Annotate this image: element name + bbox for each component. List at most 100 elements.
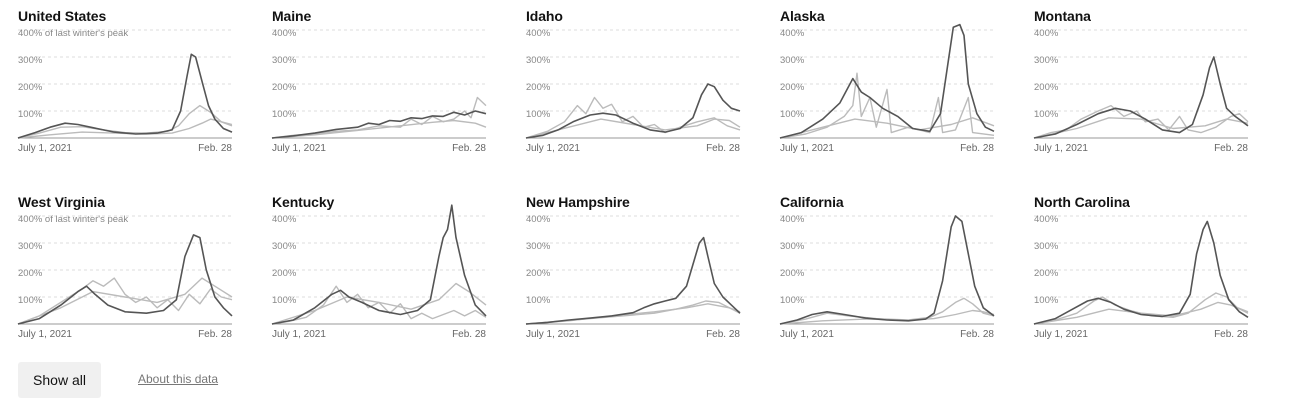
y-tick-label: 200%: [272, 82, 297, 93]
x-end-label: Feb. 28: [706, 329, 740, 340]
x-end-label: Feb. 28: [1214, 143, 1248, 154]
chart-title: New Hampshire: [526, 194, 630, 210]
chart-title: North Carolina: [1034, 194, 1130, 210]
x-start-label: July 1, 2021: [780, 329, 834, 340]
chart-title: Kentucky: [272, 194, 335, 210]
state-chart: Alaska 400% 300% 200% 100% July 1, 2021 Feb. 2…: [779, 8, 995, 158]
y-tick-label: 400%: [1034, 28, 1059, 39]
y-tick-label: 200%: [272, 268, 297, 279]
x-start-label: July 1, 2021: [18, 329, 72, 340]
y-tick-label: 400%: [526, 28, 551, 39]
series-line-secondary: [271, 285, 487, 325]
y-tick-label: 200%: [780, 82, 805, 93]
y-tick-label: 200%: [526, 82, 551, 93]
y-tick-label: 400%: [780, 214, 805, 225]
y-tick-label: 300%: [18, 241, 43, 252]
series-line-secondary: [1033, 301, 1249, 325]
state-chart: Kentucky 400% 300% 200% 100% July 1, 2021 Feb.…: [271, 194, 487, 344]
series-line-primary: [779, 23, 995, 139]
line-chart: 400% 300% 200% 100% July 1, 2021 Feb. 28: [271, 28, 487, 154]
y-tick-label: 200%: [18, 82, 43, 93]
y-tick-label: 100%: [18, 109, 43, 120]
x-end-label: Feb. 28: [960, 329, 994, 340]
y-tick-label: 400%: [1034, 214, 1059, 225]
series-line-secondary: [17, 118, 233, 139]
series-line-secondary: [1033, 104, 1249, 139]
chart-title: Idaho: [526, 8, 563, 24]
y-tick-label: 100%: [780, 295, 805, 306]
state-chart: West Virginia 400% of last winter's peak 3…: [17, 194, 233, 344]
series-line-secondary: [779, 309, 995, 325]
line-chart: 400% 300% 200% 100% July 1, 2021 Feb. 28: [1033, 214, 1249, 340]
y-tick-label: 100%: [1034, 295, 1059, 306]
y-tick-label: 300%: [272, 55, 297, 66]
line-chart: 400% 300% 200% 100% July 1, 2021 Feb. 28: [271, 204, 487, 340]
y-tick-label: 100%: [18, 295, 43, 306]
x-end-label: Feb. 28: [1214, 329, 1248, 340]
series-line-secondary: [1033, 117, 1249, 139]
show-all-button[interactable]: Show all: [18, 362, 101, 398]
state-chart: Montana 400% 300% 200% 100% July 1, 2021 Feb. …: [1033, 8, 1249, 158]
y-tick-label: 100%: [526, 295, 551, 306]
series-line-secondary: [525, 118, 741, 139]
series-line-primary: [271, 110, 487, 139]
chart-title: California: [780, 194, 844, 210]
series-line-primary: [525, 236, 741, 325]
state-chart: California 400% 300% 200% 100% July 1, 2021 Fe…: [779, 194, 995, 344]
y-tick-label: 400% of last winter's peak: [18, 214, 128, 225]
x-end-label: Feb. 28: [706, 143, 740, 154]
series-line-secondary: [17, 104, 233, 139]
series-line-secondary: [17, 277, 233, 325]
about-this-data-link[interactable]: About this data: [138, 372, 219, 386]
series-line-primary: [1033, 56, 1249, 139]
chart-title: Maine: [272, 8, 312, 24]
state-chart: Idaho 400% 300% 200% 100% July 1, 2021 Feb. 28: [525, 8, 741, 158]
x-start-label: July 1, 2021: [780, 143, 834, 154]
y-tick-label: 100%: [1034, 109, 1059, 120]
state-chart: Maine 400% 300% 200% 100% July 1, 2021 Feb. 28: [271, 8, 487, 158]
x-end-label: Feb. 28: [452, 329, 486, 340]
series-line-secondary: [779, 72, 995, 139]
y-tick-label: 100%: [272, 295, 297, 306]
state-chart: United States 400% of last winter's peak 3…: [17, 8, 233, 158]
series-line-secondary: [17, 277, 233, 325]
series-line-secondary: [779, 297, 995, 325]
y-tick-label: 400%: [780, 28, 805, 39]
series-line-primary: [525, 83, 741, 139]
y-tick-label: 200%: [1034, 268, 1059, 279]
series-line-secondary: [779, 117, 995, 139]
line-chart: 400% of last winter's peak 300% 200% 100% Ju…: [17, 28, 233, 154]
x-end-label: Feb. 28: [452, 143, 486, 154]
x-start-label: July 1, 2021: [1034, 143, 1088, 154]
y-tick-label: 400%: [272, 214, 297, 225]
line-chart: 400% 300% 200% 100% July 1, 2021 Feb. 28: [525, 214, 741, 340]
x-end-label: Feb. 28: [198, 329, 232, 340]
line-chart: 400% 300% 200% 100% July 1, 2021 Feb. 28: [779, 214, 995, 340]
y-tick-label: 100%: [526, 109, 551, 120]
y-tick-label: 400% of last winter's peak: [18, 28, 128, 39]
x-end-label: Feb. 28: [198, 143, 232, 154]
y-tick-label: 200%: [1034, 82, 1059, 93]
line-chart: 400% of last winter's peak 300% 200% 100% Ju…: [17, 214, 233, 340]
series-line-primary: [1033, 220, 1249, 325]
y-tick-label: 400%: [272, 28, 297, 39]
chart-title: West Virginia: [18, 194, 105, 210]
series-line-primary: [779, 215, 995, 325]
y-tick-label: 300%: [526, 55, 551, 66]
series-line-secondary: [271, 119, 487, 139]
state-chart: North Carolina 400% 300% 200% 100% July 1, 20…: [1033, 194, 1249, 344]
line-chart: 400% 300% 200% 100% July 1, 2021 Feb. 28: [525, 28, 741, 154]
x-start-label: July 1, 2021: [1034, 329, 1088, 340]
y-tick-label: 100%: [780, 109, 805, 120]
state-chart: New Hampshire 400% 300% 200% 100% July 1, 202…: [525, 194, 741, 344]
series-line-primary: [17, 53, 233, 139]
line-chart: 400% 300% 200% 100% July 1, 2021 Feb. 28: [779, 23, 995, 154]
series-line-primary: [17, 234, 233, 325]
x-start-label: July 1, 2021: [18, 143, 72, 154]
series-line-primary: [271, 204, 487, 325]
y-tick-label: 200%: [526, 268, 551, 279]
y-tick-label: 300%: [780, 55, 805, 66]
x-start-label: July 1, 2021: [272, 143, 326, 154]
chart-title: Alaska: [780, 8, 825, 24]
chart-title: Montana: [1034, 8, 1091, 24]
